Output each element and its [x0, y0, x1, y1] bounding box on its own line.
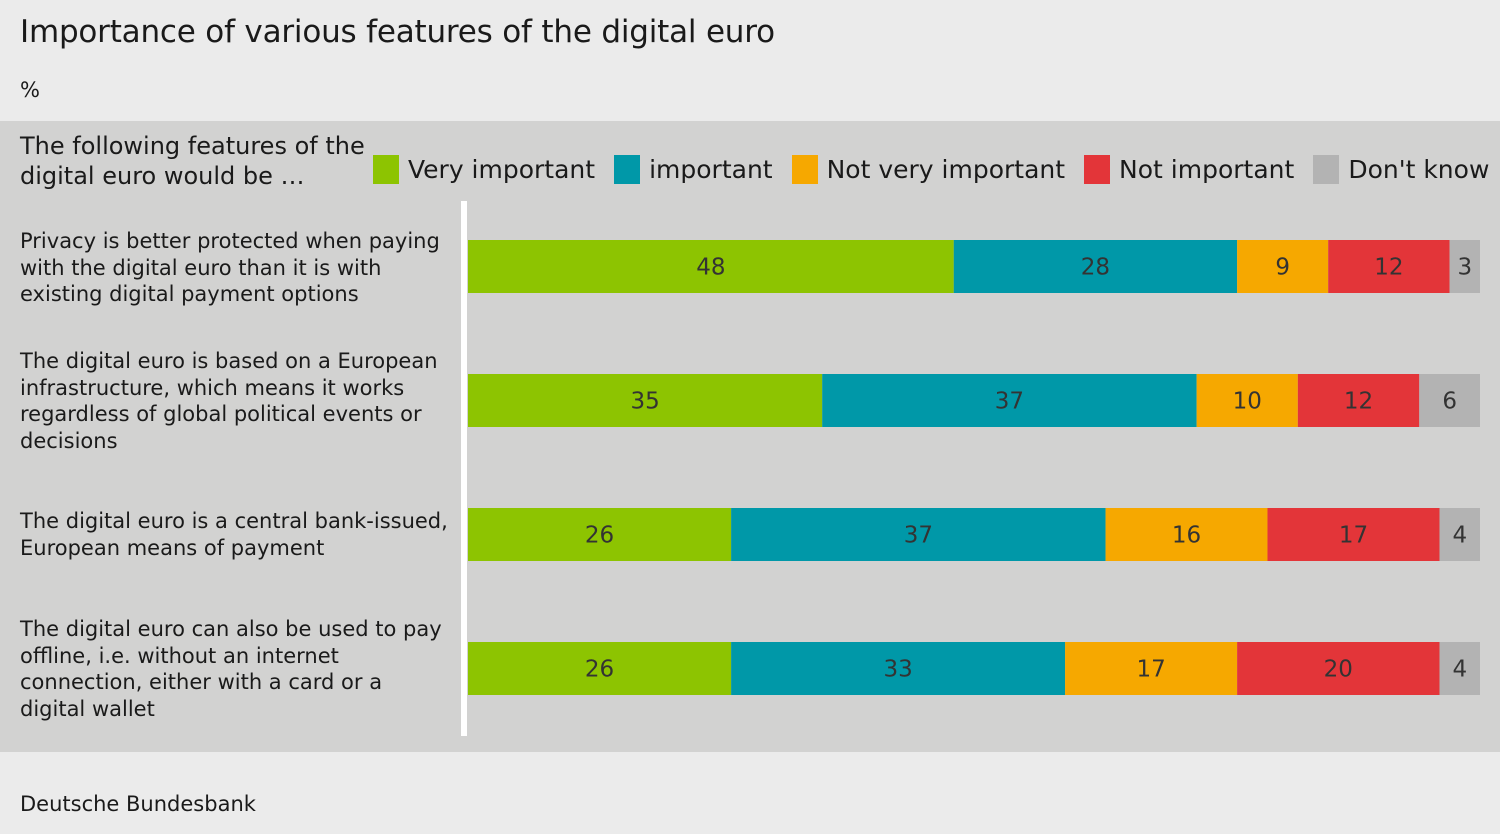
bar-segment-don-t-know	[1439, 642, 1480, 695]
legend-swatch-not-very-important	[791, 155, 818, 184]
data-label: 20	[1324, 657, 1353, 683]
stacked-bar-chart: 48 28 9 12 3 35 37 10 12 6 26 37 16 17 4 26 33 17 20 4	[461, 201, 1480, 736]
legend-item-very-important: Very important	[373, 155, 595, 184]
data-label: 4	[1452, 657, 1467, 683]
data-label: 37	[995, 389, 1024, 415]
category-label: Privacy is better protected when paying …	[20, 229, 440, 306]
bar-segment-important	[731, 508, 1106, 561]
bar-segment-important	[731, 642, 1066, 695]
chart-header: Importance of various features of the di…	[0, 0, 1500, 114]
bar-segment-not-very-important	[1105, 508, 1268, 561]
bar-segment-important	[822, 374, 1197, 427]
legend-label: Very important	[408, 155, 596, 184]
legend-label: Don't know	[1348, 155, 1490, 184]
bar-segment-don-t-know	[1439, 508, 1480, 561]
bar-segment-don-t-know	[1449, 240, 1480, 293]
legend-item-not-important: Not important	[1084, 155, 1294, 184]
source-note: Deutsche Bundesbank	[20, 792, 256, 816]
chart-title: Importance of various features of the di…	[20, 14, 775, 50]
data-label: 17	[1339, 523, 1368, 549]
bar-segment-not-important	[1237, 642, 1440, 695]
data-label: 6	[1442, 389, 1457, 415]
data-label: 10	[1233, 389, 1262, 415]
data-label: 17	[1136, 657, 1165, 683]
bar-segment-very-important	[468, 642, 732, 695]
bar-segment-very-important	[468, 508, 732, 561]
bar-segment-not-important	[1267, 508, 1440, 561]
axis-line	[461, 201, 467, 736]
legend-swatch-important	[614, 155, 641, 184]
bar-segment-not-very-important	[1065, 642, 1238, 695]
bar-segment-not-important	[1328, 240, 1450, 293]
data-label: 12	[1344, 389, 1373, 415]
legend-swatch-very-important	[373, 155, 399, 184]
legend-label: Not important	[1119, 155, 1295, 184]
data-label: 48	[696, 255, 725, 281]
data-label: 37	[904, 523, 933, 549]
data-label: 26	[585, 523, 614, 549]
bar-segment-important	[953, 240, 1238, 293]
bar-segment-don-t-know	[1419, 374, 1480, 427]
category-label: The digital euro can also be used to pay…	[20, 617, 442, 721]
legend-label: important	[649, 155, 773, 184]
data-label: 4	[1452, 523, 1467, 549]
data-label: 33	[883, 657, 912, 683]
bar-segment-very-important	[468, 240, 954, 293]
data-label: 12	[1374, 255, 1403, 281]
chart-unit: %	[20, 78, 40, 102]
data-label: 9	[1275, 255, 1290, 281]
bar-segment-very-important	[468, 374, 823, 427]
bar-segment-not-important	[1297, 374, 1420, 427]
legend-swatch-not-important	[1084, 155, 1111, 184]
bar-segment-not-very-important	[1196, 374, 1298, 427]
legend: Very important important Not very importan…	[373, 155, 1489, 184]
legend-title: The following features of the digital eu…	[20, 132, 365, 190]
category-label: The digital euro is based on a European …	[20, 349, 438, 453]
data-label: 3	[1457, 255, 1472, 281]
legend-item-don-t-know: Don't know	[1313, 155, 1489, 184]
legend-item-not-very-important: Not very important	[791, 155, 1066, 184]
legend-label: Not very important	[826, 155, 1066, 184]
legend-swatch-don-t-know	[1313, 155, 1340, 184]
data-label: 28	[1081, 255, 1110, 281]
bar-segment-not-very-important	[1237, 240, 1329, 293]
chart-footer: Deutsche Bundesbank	[0, 759, 1500, 834]
legend-item-important: important	[614, 155, 773, 184]
category-label: The digital euro is a central bank-issue…	[20, 509, 448, 560]
chart-panel: The following features of the digital eu…	[0, 121, 1500, 752]
data-label: 26	[585, 657, 614, 683]
data-label: 16	[1172, 523, 1201, 549]
data-label: 35	[630, 389, 659, 415]
